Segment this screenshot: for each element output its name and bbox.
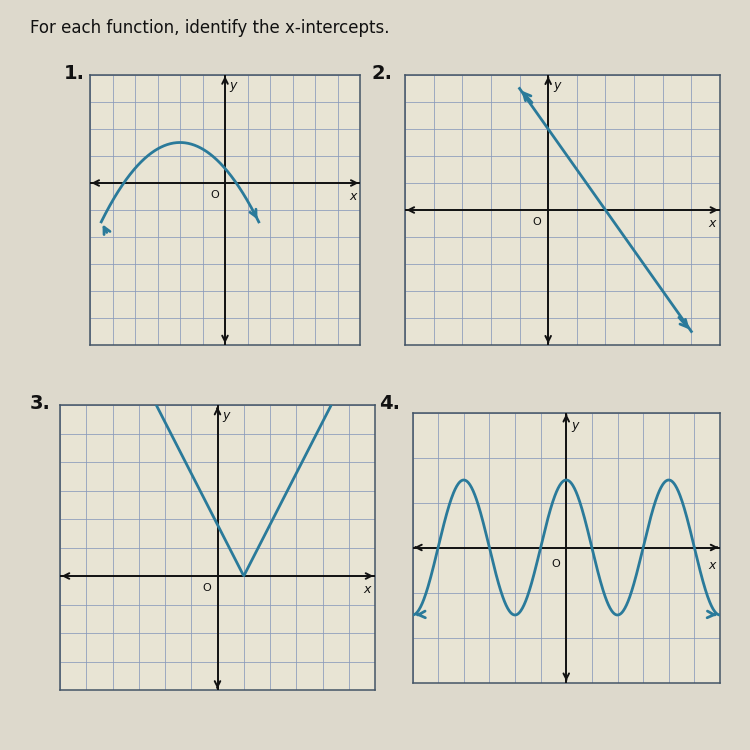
Text: y: y <box>571 419 578 432</box>
Text: x: x <box>350 190 357 202</box>
Text: 3.: 3. <box>30 394 51 412</box>
Text: y: y <box>554 79 561 92</box>
Text: y: y <box>222 410 230 422</box>
Text: x: x <box>709 559 716 572</box>
Text: x: x <box>364 584 371 596</box>
Text: O: O <box>532 217 541 226</box>
Text: O: O <box>551 559 560 568</box>
Text: x: x <box>708 217 716 229</box>
Text: O: O <box>211 190 219 200</box>
Text: 2.: 2. <box>371 64 392 82</box>
Text: y: y <box>229 79 236 92</box>
Text: 1.: 1. <box>64 64 85 82</box>
Text: For each function, identify the x-intercepts.: For each function, identify the x-interc… <box>30 19 389 37</box>
Text: 4.: 4. <box>379 394 400 412</box>
Text: O: O <box>202 584 211 593</box>
